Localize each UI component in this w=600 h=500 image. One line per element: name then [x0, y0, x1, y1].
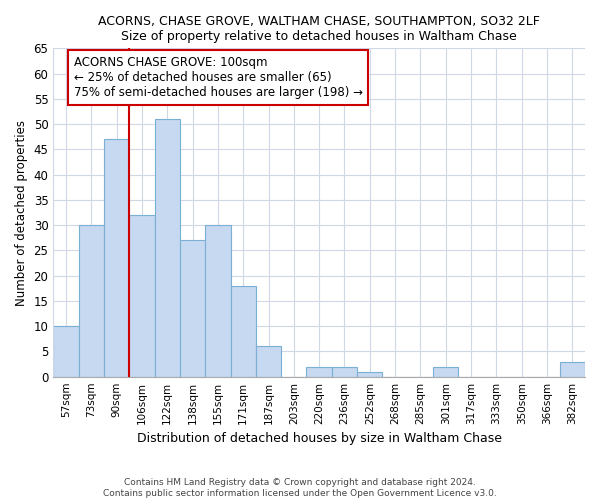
- Bar: [53, 326, 79, 376]
- Text: ACORNS CHASE GROVE: 100sqm
← 25% of detached houses are smaller (65)
75% of semi: ACORNS CHASE GROVE: 100sqm ← 25% of deta…: [74, 56, 362, 99]
- Bar: [104, 140, 129, 376]
- Bar: [433, 366, 458, 376]
- Title: ACORNS, CHASE GROVE, WALTHAM CHASE, SOUTHAMPTON, SO32 2LF
Size of property relat: ACORNS, CHASE GROVE, WALTHAM CHASE, SOUT…: [98, 15, 540, 43]
- Bar: [180, 240, 205, 376]
- Bar: [129, 215, 155, 376]
- Bar: [307, 366, 332, 376]
- Bar: [256, 346, 281, 376]
- Bar: [560, 362, 585, 376]
- Bar: [155, 119, 180, 376]
- Bar: [357, 372, 382, 376]
- Bar: [230, 286, 256, 376]
- X-axis label: Distribution of detached houses by size in Waltham Chase: Distribution of detached houses by size …: [137, 432, 502, 445]
- Bar: [205, 225, 230, 376]
- Bar: [79, 225, 104, 376]
- Bar: [332, 366, 357, 376]
- Text: Contains HM Land Registry data © Crown copyright and database right 2024.
Contai: Contains HM Land Registry data © Crown c…: [103, 478, 497, 498]
- Y-axis label: Number of detached properties: Number of detached properties: [15, 120, 28, 306]
